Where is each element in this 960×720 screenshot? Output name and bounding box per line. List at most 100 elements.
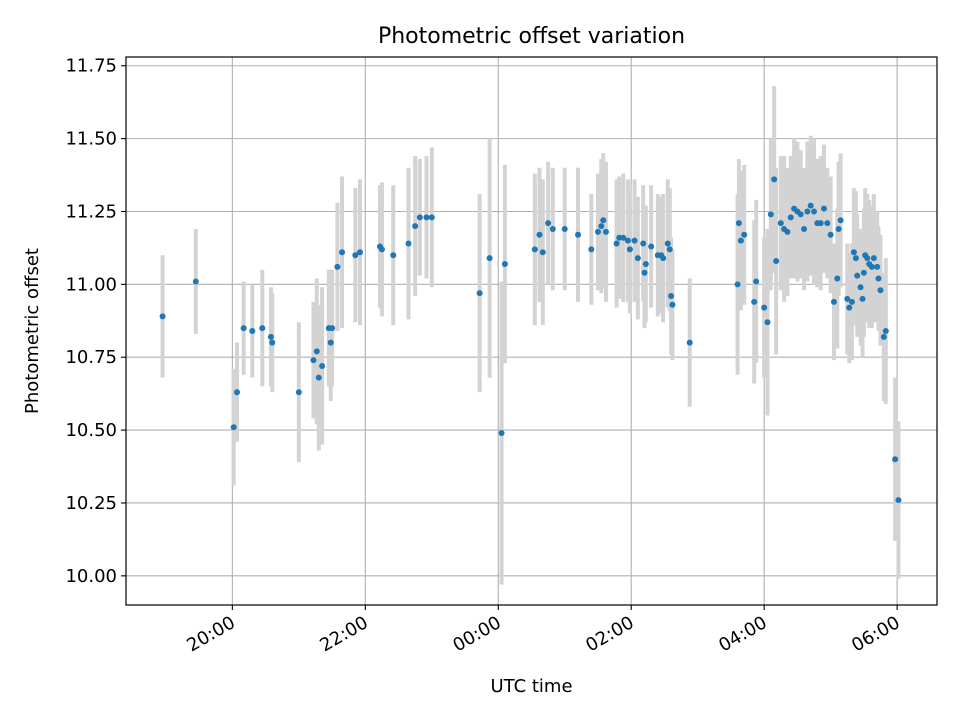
data-point <box>753 278 760 285</box>
data-point <box>640 240 647 247</box>
data-point <box>854 272 861 279</box>
data-point <box>846 304 853 311</box>
data-point <box>620 234 627 241</box>
data-point <box>764 319 771 326</box>
data-point <box>378 246 385 253</box>
data-point <box>737 237 744 244</box>
data-point <box>852 255 859 262</box>
data-point <box>416 214 423 221</box>
data-point <box>664 240 671 247</box>
data-point <box>880 333 887 340</box>
data-point <box>536 231 543 238</box>
data-point <box>498 430 505 437</box>
y-tick-label: 11.50 <box>65 129 117 150</box>
data-point <box>641 269 648 276</box>
data-point <box>761 304 768 311</box>
y-tick-label: 11.00 <box>65 274 117 295</box>
data-point <box>249 328 256 334</box>
x-tick-label: 06:00 <box>848 612 903 656</box>
data-point <box>269 339 276 346</box>
data-point <box>801 225 808 232</box>
data-point <box>773 258 780 265</box>
x-tick-label: 02:00 <box>582 612 637 656</box>
data-point <box>531 246 538 253</box>
x-axis-label: UTC time <box>490 676 572 697</box>
data-point <box>820 205 827 212</box>
data-point <box>860 269 867 276</box>
y-tick-label: 10.50 <box>65 420 117 441</box>
data-point <box>868 263 875 270</box>
data-point <box>895 497 902 504</box>
data-point <box>588 246 595 253</box>
data-point <box>864 255 871 262</box>
data-point <box>390 252 397 259</box>
y-tick-label: 11.75 <box>65 56 117 77</box>
data-point <box>626 246 633 253</box>
data-point <box>835 225 842 232</box>
data-point <box>807 202 814 209</box>
data-point <box>660 255 667 262</box>
data-point <box>634 255 641 262</box>
data-point <box>668 293 675 300</box>
chart-title: Photometric offset variation <box>378 24 685 49</box>
y-tick-label: 11.25 <box>65 201 117 222</box>
data-point <box>734 281 741 288</box>
data-point <box>642 260 649 267</box>
data-point <box>787 214 794 221</box>
y-tick-label: 10.00 <box>65 566 117 587</box>
data-point <box>817 220 824 227</box>
data-point <box>859 295 866 302</box>
data-point <box>877 287 884 294</box>
data-point <box>767 211 774 218</box>
data-point <box>412 223 419 230</box>
data-point <box>892 456 899 463</box>
data-point <box>598 223 605 230</box>
y-axis-label: Photometric offset <box>22 248 43 414</box>
data-point <box>777 220 784 227</box>
data-point <box>575 231 582 238</box>
data-point <box>666 246 673 253</box>
data-point <box>501 260 508 267</box>
data-point <box>857 284 864 291</box>
data-point <box>295 389 302 396</box>
data-point <box>844 295 851 302</box>
data-point <box>631 237 638 244</box>
data-point <box>356 249 363 256</box>
data-point <box>771 176 778 183</box>
data-point <box>313 348 320 355</box>
data-point <box>549 225 556 232</box>
data-point <box>735 220 742 227</box>
x-tick-label: 20:00 <box>183 612 238 656</box>
data-point <box>830 298 837 305</box>
data-point <box>600 217 607 224</box>
data-point <box>827 231 834 238</box>
data-point <box>319 362 326 369</box>
data-point <box>423 214 430 221</box>
data-point <box>561 225 568 232</box>
data-point <box>259 325 266 332</box>
data-point <box>405 240 412 247</box>
data-point <box>741 231 748 238</box>
data-point <box>837 217 844 224</box>
data-point <box>240 325 247 332</box>
data-point <box>797 211 804 218</box>
data-point <box>811 208 818 215</box>
axis-ticks: 10.00 10.25 10.50 10.75 11.00 11.25 11.50 11.75… <box>65 56 903 657</box>
data-point <box>850 249 857 256</box>
data-point <box>476 290 483 297</box>
data-point <box>875 275 882 282</box>
plot-frame <box>125 56 938 606</box>
data-point <box>848 298 855 305</box>
data-point <box>339 249 346 256</box>
x-tick-label: 04:00 <box>715 612 770 656</box>
data-point <box>784 228 791 235</box>
data-point <box>686 339 693 346</box>
data-point <box>267 333 274 340</box>
data-point <box>624 237 631 244</box>
data-point <box>352 252 359 259</box>
data-points <box>159 176 902 504</box>
data-point <box>804 208 811 215</box>
data-point <box>230 424 237 431</box>
data-point <box>486 255 493 262</box>
